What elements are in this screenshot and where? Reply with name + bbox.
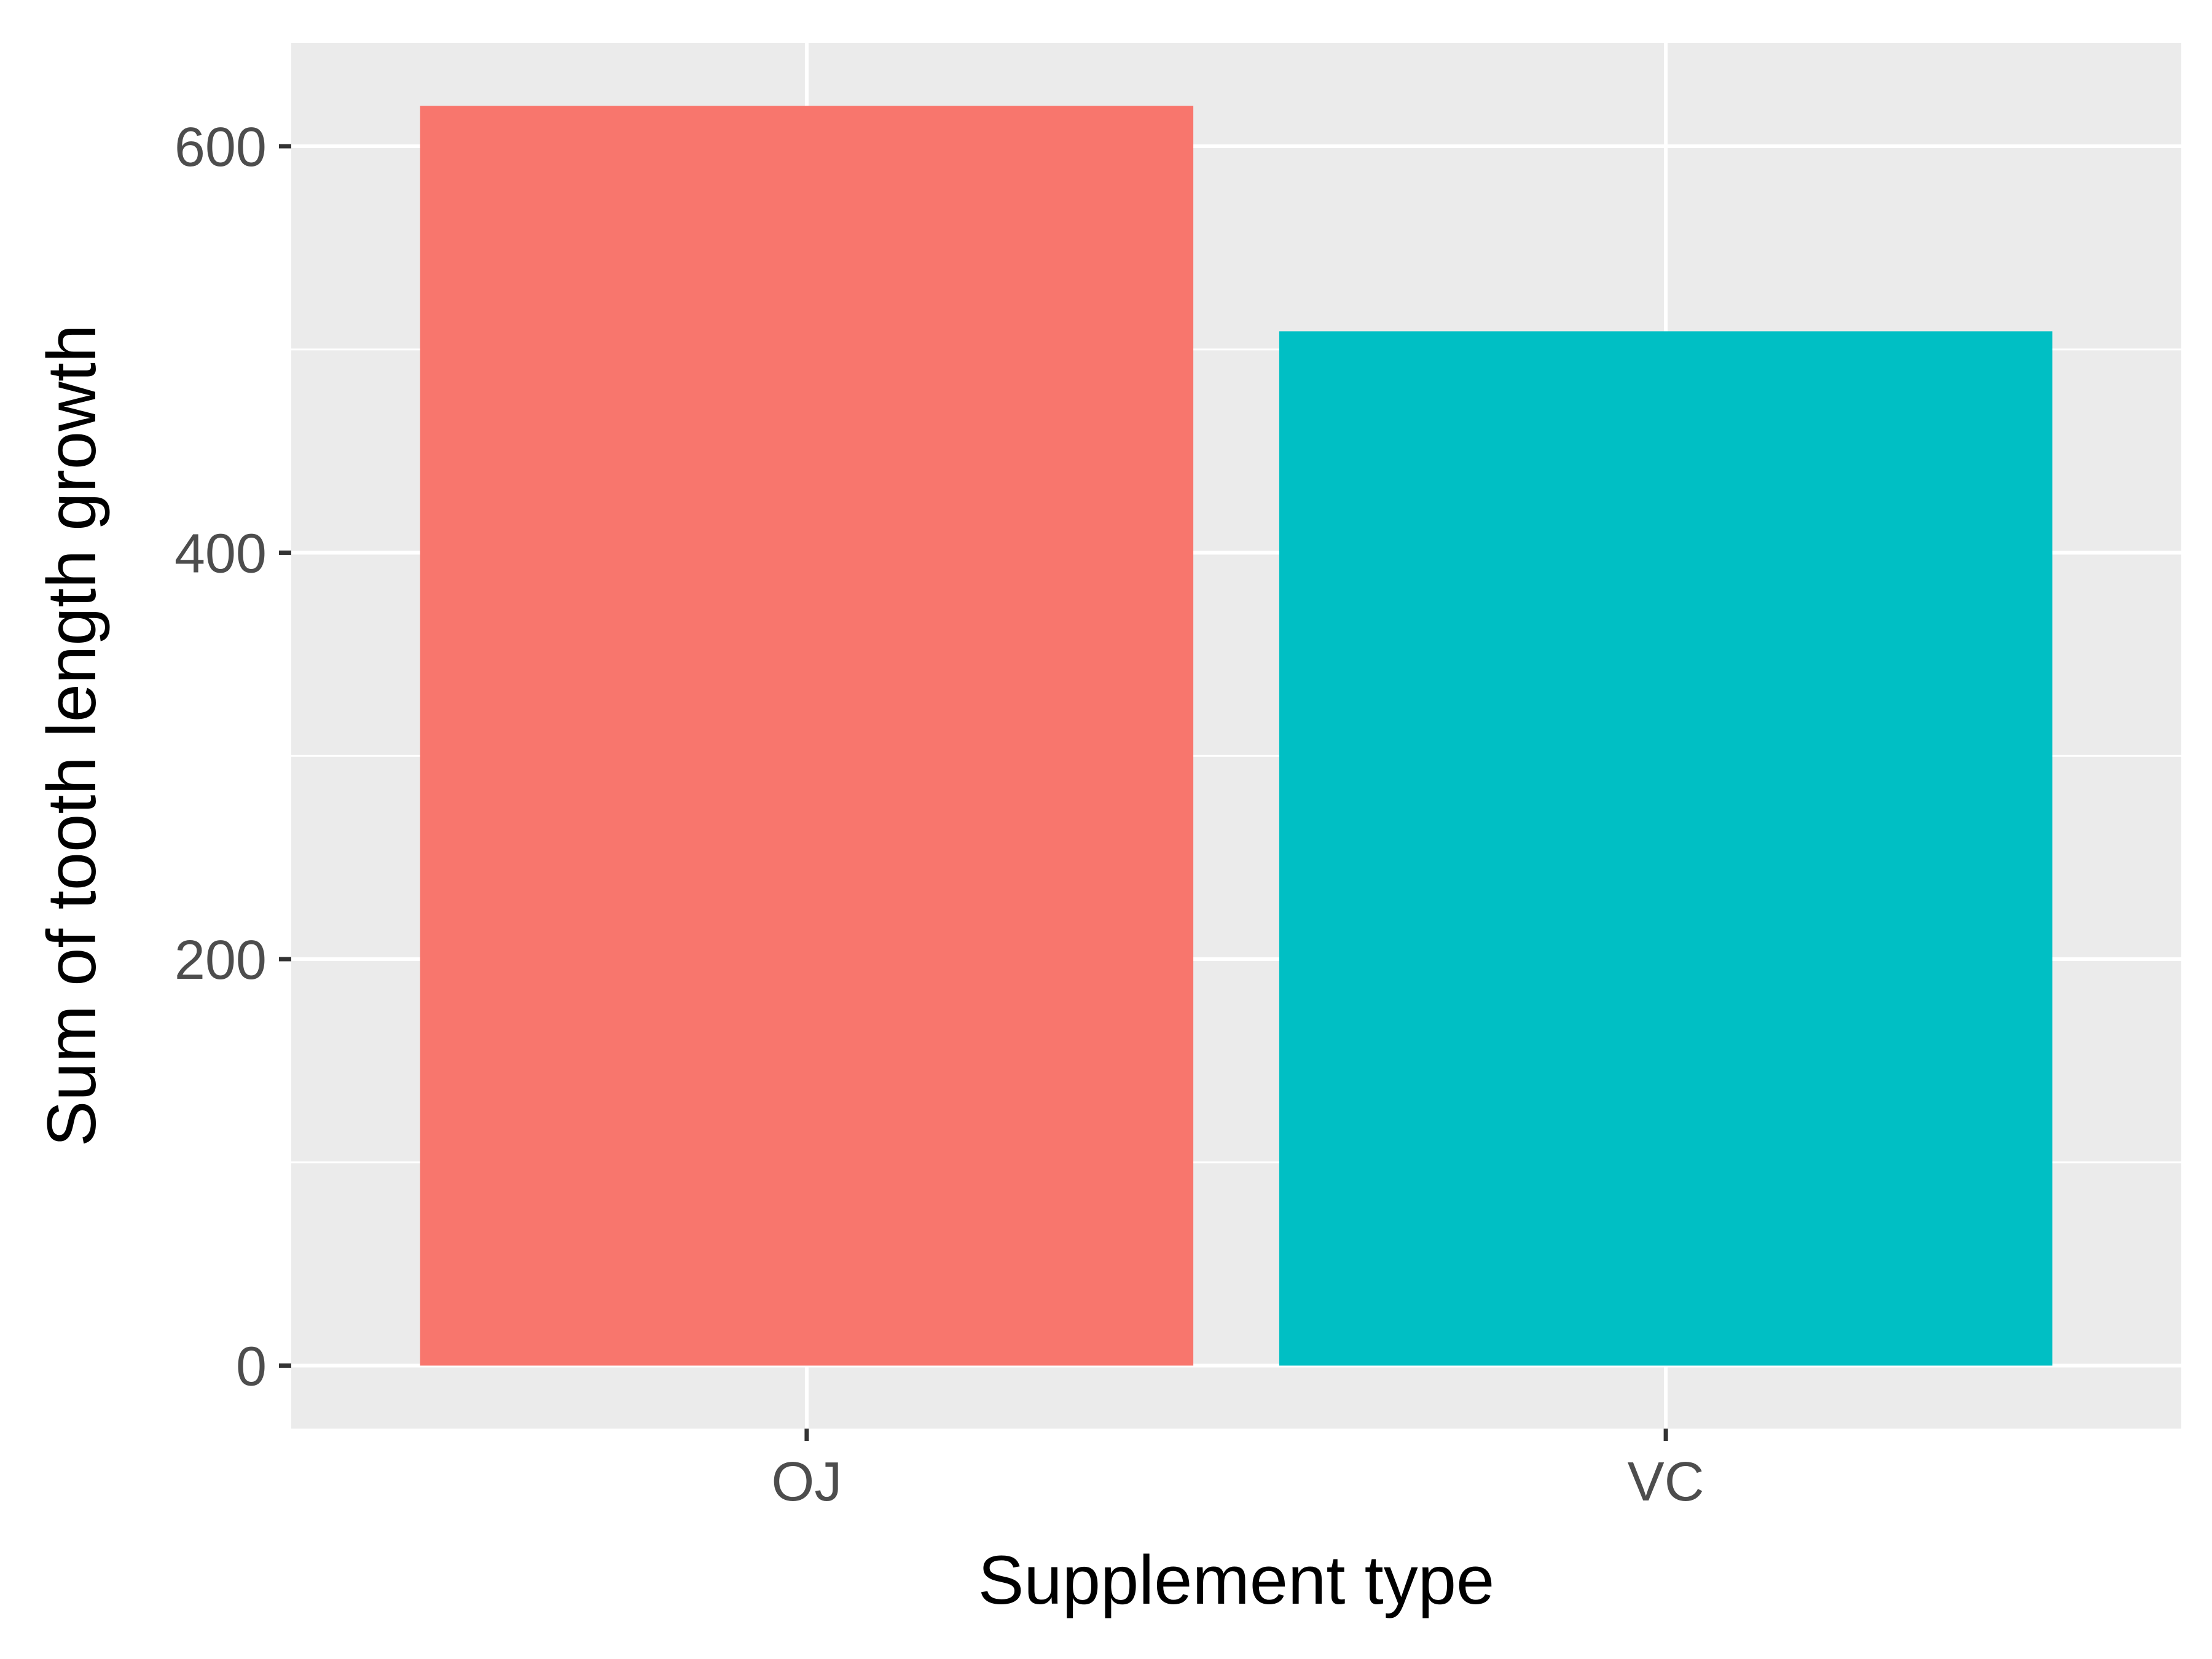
x-axis: OJ VC [771, 1429, 1704, 1513]
y-tick-label: 400 [175, 523, 267, 584]
y-tick-label: 600 [175, 117, 267, 178]
x-axis-title: Supplement type [978, 1542, 1495, 1618]
y-tick-label: 200 [175, 930, 267, 991]
bar-oj [420, 106, 1194, 1366]
x-tick-label: VC [1628, 1451, 1704, 1513]
y-tick-label: 0 [236, 1336, 267, 1397]
bars [420, 106, 2053, 1366]
y-axis-title: Sum of tooth length growth [33, 324, 110, 1147]
y-axis: 0 200 400 600 [175, 117, 291, 1397]
x-tick-label: OJ [771, 1451, 842, 1513]
bar-vc [1279, 331, 2053, 1366]
